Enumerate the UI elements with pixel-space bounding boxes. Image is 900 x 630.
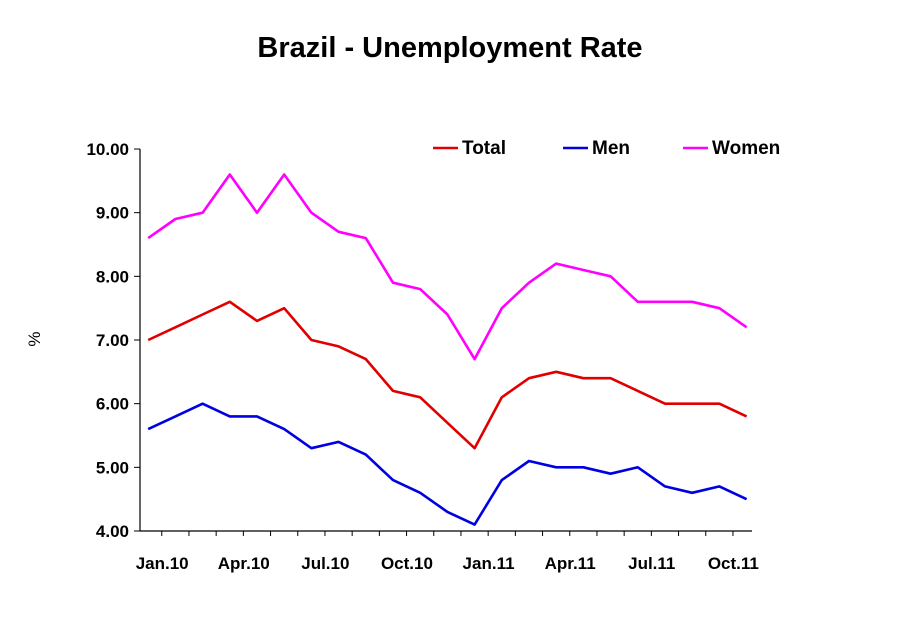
x-tick-label: Jul.11 [628, 554, 675, 573]
x-tick-label: Oct.11 [708, 554, 759, 573]
series-line-women [147, 173, 748, 361]
y-tick-label: 10.00 [86, 140, 129, 159]
x-tick-label: Jan.10 [136, 554, 189, 573]
legend-label-total: Total [462, 138, 506, 159]
y-axis-label: % [25, 331, 44, 346]
y-tick-label: 7.00 [96, 331, 129, 350]
y-tick-label: 4.00 [96, 522, 129, 541]
y-tick-label: 6.00 [96, 395, 129, 414]
axes: 4.00 5.00 6.00 7.00 8.00 9.00 10.00 Jan.10 Apr.1… [86, 140, 758, 573]
legend: Total Men Women [433, 138, 780, 159]
chart-title: Brazil - Unemployment Rate [257, 32, 642, 64]
series-lines [147, 173, 748, 526]
legend-label-men: Men [592, 138, 630, 159]
legend-label-women: Women [712, 138, 780, 159]
series-line-men [147, 402, 748, 526]
x-tick-label: Jan.11 [463, 554, 515, 573]
x-tick-label: Apr.10 [218, 554, 270, 573]
y-tick-label: 5.00 [96, 458, 129, 477]
x-tick-label: Apr.11 [545, 554, 596, 573]
y-tick-label: 8.00 [96, 267, 129, 286]
y-tick-label: 9.00 [96, 204, 129, 223]
x-tick-label: Oct.10 [381, 554, 433, 573]
series-line-total [147, 300, 748, 450]
x-tick-label: Jul.10 [301, 554, 349, 573]
